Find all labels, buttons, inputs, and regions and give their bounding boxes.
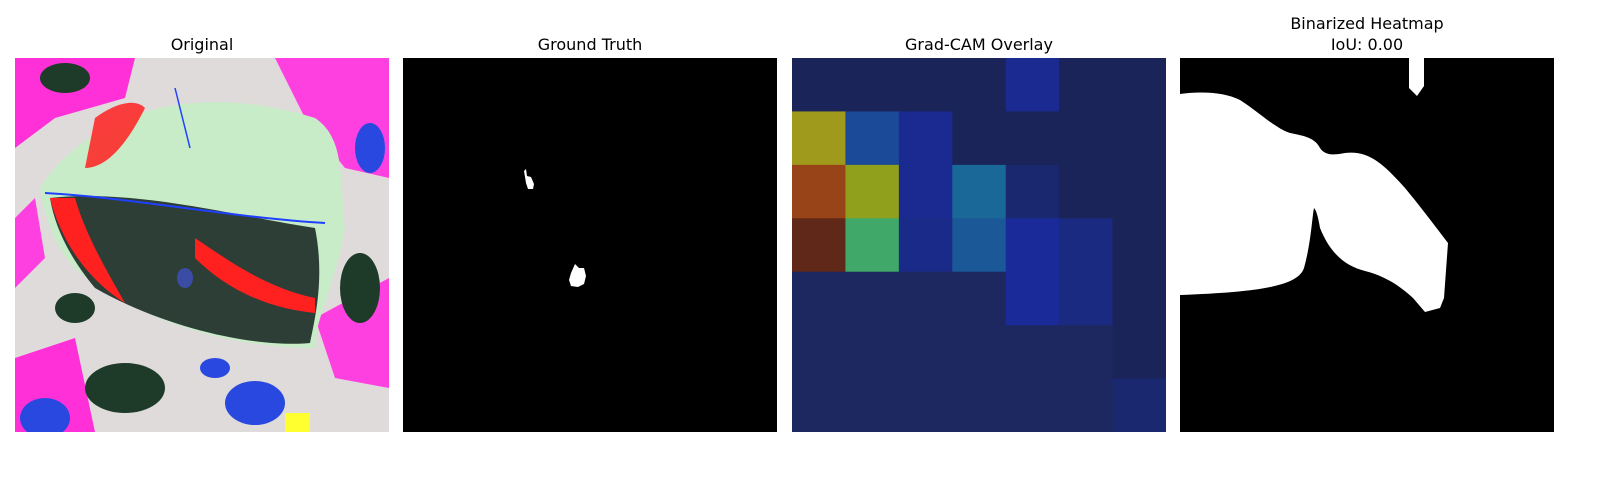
gradcam-cell bbox=[898, 58, 953, 112]
gradcam-cell bbox=[845, 325, 900, 380]
gradcam-cell bbox=[1005, 325, 1060, 380]
gradcam-cell bbox=[898, 325, 953, 380]
leaf-image bbox=[15, 58, 389, 432]
gradcam-cell bbox=[1112, 164, 1166, 219]
gradcam-cell bbox=[845, 58, 900, 112]
gradcam-cell bbox=[1059, 271, 1114, 326]
binarized-heatmap-title-line: Binarized Heatmap bbox=[1290, 14, 1444, 33]
gradcam-cell bbox=[952, 271, 1007, 326]
ground-truth-mask bbox=[403, 58, 777, 432]
gradcam-cell bbox=[898, 218, 953, 273]
gradcam-cell bbox=[845, 378, 900, 432]
gradcam-grid bbox=[792, 58, 1166, 432]
gradcam-cell bbox=[792, 164, 846, 219]
gradcam-overlay bbox=[792, 58, 1166, 432]
gradcam-cell bbox=[898, 378, 953, 432]
gradcam-cell bbox=[1005, 164, 1060, 219]
gradcam-cell bbox=[898, 164, 953, 219]
binarized-heatmap bbox=[1180, 58, 1554, 432]
gradcam-cell bbox=[1059, 325, 1114, 380]
binarized-heatmap-title: Binarized Heatmap IoU: 0.00 bbox=[1180, 13, 1554, 55]
original-image bbox=[15, 58, 389, 432]
gradcam-cell bbox=[1112, 378, 1166, 432]
gradcam-cell bbox=[952, 378, 1007, 432]
gradcam-cell bbox=[898, 111, 953, 166]
gradcam-cell bbox=[1112, 111, 1166, 166]
gradcam-cell bbox=[1005, 378, 1060, 432]
mask-background bbox=[403, 58, 777, 432]
gradcam-cell bbox=[952, 58, 1007, 112]
gradcam-cell bbox=[952, 164, 1007, 219]
gradcam-cell bbox=[792, 58, 846, 112]
gradcam-cell bbox=[952, 325, 1007, 380]
mask-region bbox=[569, 264, 586, 287]
gradcam-cell bbox=[845, 271, 900, 326]
gradcam-cell bbox=[845, 164, 900, 219]
heatmap-region bbox=[1409, 58, 1424, 96]
heatmap-region bbox=[1180, 92, 1448, 312]
gradcam-cell bbox=[792, 325, 846, 380]
gradcam-cell bbox=[1059, 218, 1114, 273]
gradcam-cell bbox=[845, 111, 900, 166]
gradcam-cell bbox=[1005, 271, 1060, 326]
gradcam-cell bbox=[792, 218, 846, 273]
gradcam-cell bbox=[1112, 325, 1166, 380]
gradcam-cell bbox=[1112, 271, 1166, 326]
gradcam-cell bbox=[1005, 58, 1060, 112]
gradcam-cell bbox=[1005, 111, 1060, 166]
gradcam-cell bbox=[1112, 58, 1166, 112]
gradcam-cell bbox=[952, 218, 1007, 273]
original-title: Original bbox=[170, 35, 234, 54]
ground-truth-title: Ground Truth bbox=[537, 35, 643, 54]
binarized-heatmap-svg bbox=[1180, 58, 1554, 432]
gradcam-cell bbox=[898, 271, 953, 326]
ground-truth-svg bbox=[403, 58, 777, 432]
gradcam-cell bbox=[1059, 378, 1114, 432]
gradcam-cell bbox=[1112, 218, 1166, 273]
gradcam-cell bbox=[952, 111, 1007, 166]
gradcam-cell bbox=[1059, 111, 1114, 166]
gradcam-cell bbox=[1059, 164, 1114, 219]
iou-label: IoU: 0.00 bbox=[1330, 35, 1404, 54]
gradcam-overlay-title: Grad-CAM Overlay bbox=[905, 35, 1053, 54]
gradcam-cell bbox=[792, 378, 846, 432]
mask-region bbox=[524, 169, 534, 189]
gradcam-cell bbox=[1005, 218, 1060, 273]
gradcam-cell bbox=[792, 271, 846, 326]
gradcam-cell bbox=[792, 111, 846, 166]
gradcam-cell bbox=[845, 218, 900, 273]
gradcam-cell bbox=[1059, 58, 1114, 112]
